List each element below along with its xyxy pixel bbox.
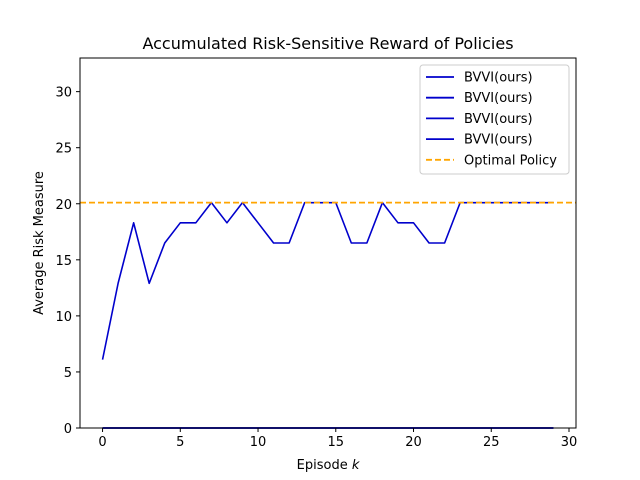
x-tick-label: 25 (483, 435, 500, 450)
x-axis-ticks: 0 5 10 15 20 25 30 (98, 428, 577, 450)
y-axis-ticks: 0 5 10 15 20 25 30 (55, 86, 80, 437)
x-tick-label: 15 (328, 435, 345, 450)
legend-item: BVVI(ours) (426, 112, 533, 127)
legend-label: BVVI(ours) (464, 91, 533, 106)
y-tick-label: 10 (55, 310, 72, 325)
x-axis-label-variable: k (352, 458, 360, 473)
y-tick-label: 20 (55, 198, 72, 213)
legend-item: Optimal Policy (426, 153, 557, 168)
legend-label: BVVI(ours) (464, 112, 533, 127)
legend-item: BVVI(ours) (426, 91, 533, 106)
y-tick-label: 15 (55, 254, 72, 269)
y-tick-label: 5 (64, 366, 72, 381)
y-tick-label: 0 (64, 422, 72, 437)
legend-label: Optimal Policy (464, 153, 557, 168)
x-tick-label: 30 (561, 435, 578, 450)
plot-frame (79, 57, 577, 429)
legend-item: BVVI(ours) (426, 133, 533, 148)
legend: BVVI(ours) BVVI(ours) BVVI(ours) BVVI(ours)… (419, 64, 570, 175)
x-tick-label: 20 (405, 435, 422, 450)
y-tick-label: 30 (55, 86, 72, 101)
legend-frame (419, 64, 570, 175)
x-axis-label: Episode k (297, 458, 360, 473)
x-axis-label-text: Episode (297, 458, 352, 473)
chart-title: Accumulated Risk-Sensitive Reward of Pol… (142, 34, 513, 53)
legend-item: BVVI(ours) (426, 71, 533, 86)
y-tick-label: 25 (55, 142, 72, 157)
x-tick-label: 0 (98, 435, 106, 450)
x-tick-label: 10 (250, 435, 267, 450)
y-axis-label: Average Risk Measure (32, 171, 47, 315)
legend-label: BVVI(ours) (464, 133, 533, 148)
legend-label: BVVI(ours) (464, 71, 533, 86)
x-tick-label: 5 (176, 435, 184, 450)
